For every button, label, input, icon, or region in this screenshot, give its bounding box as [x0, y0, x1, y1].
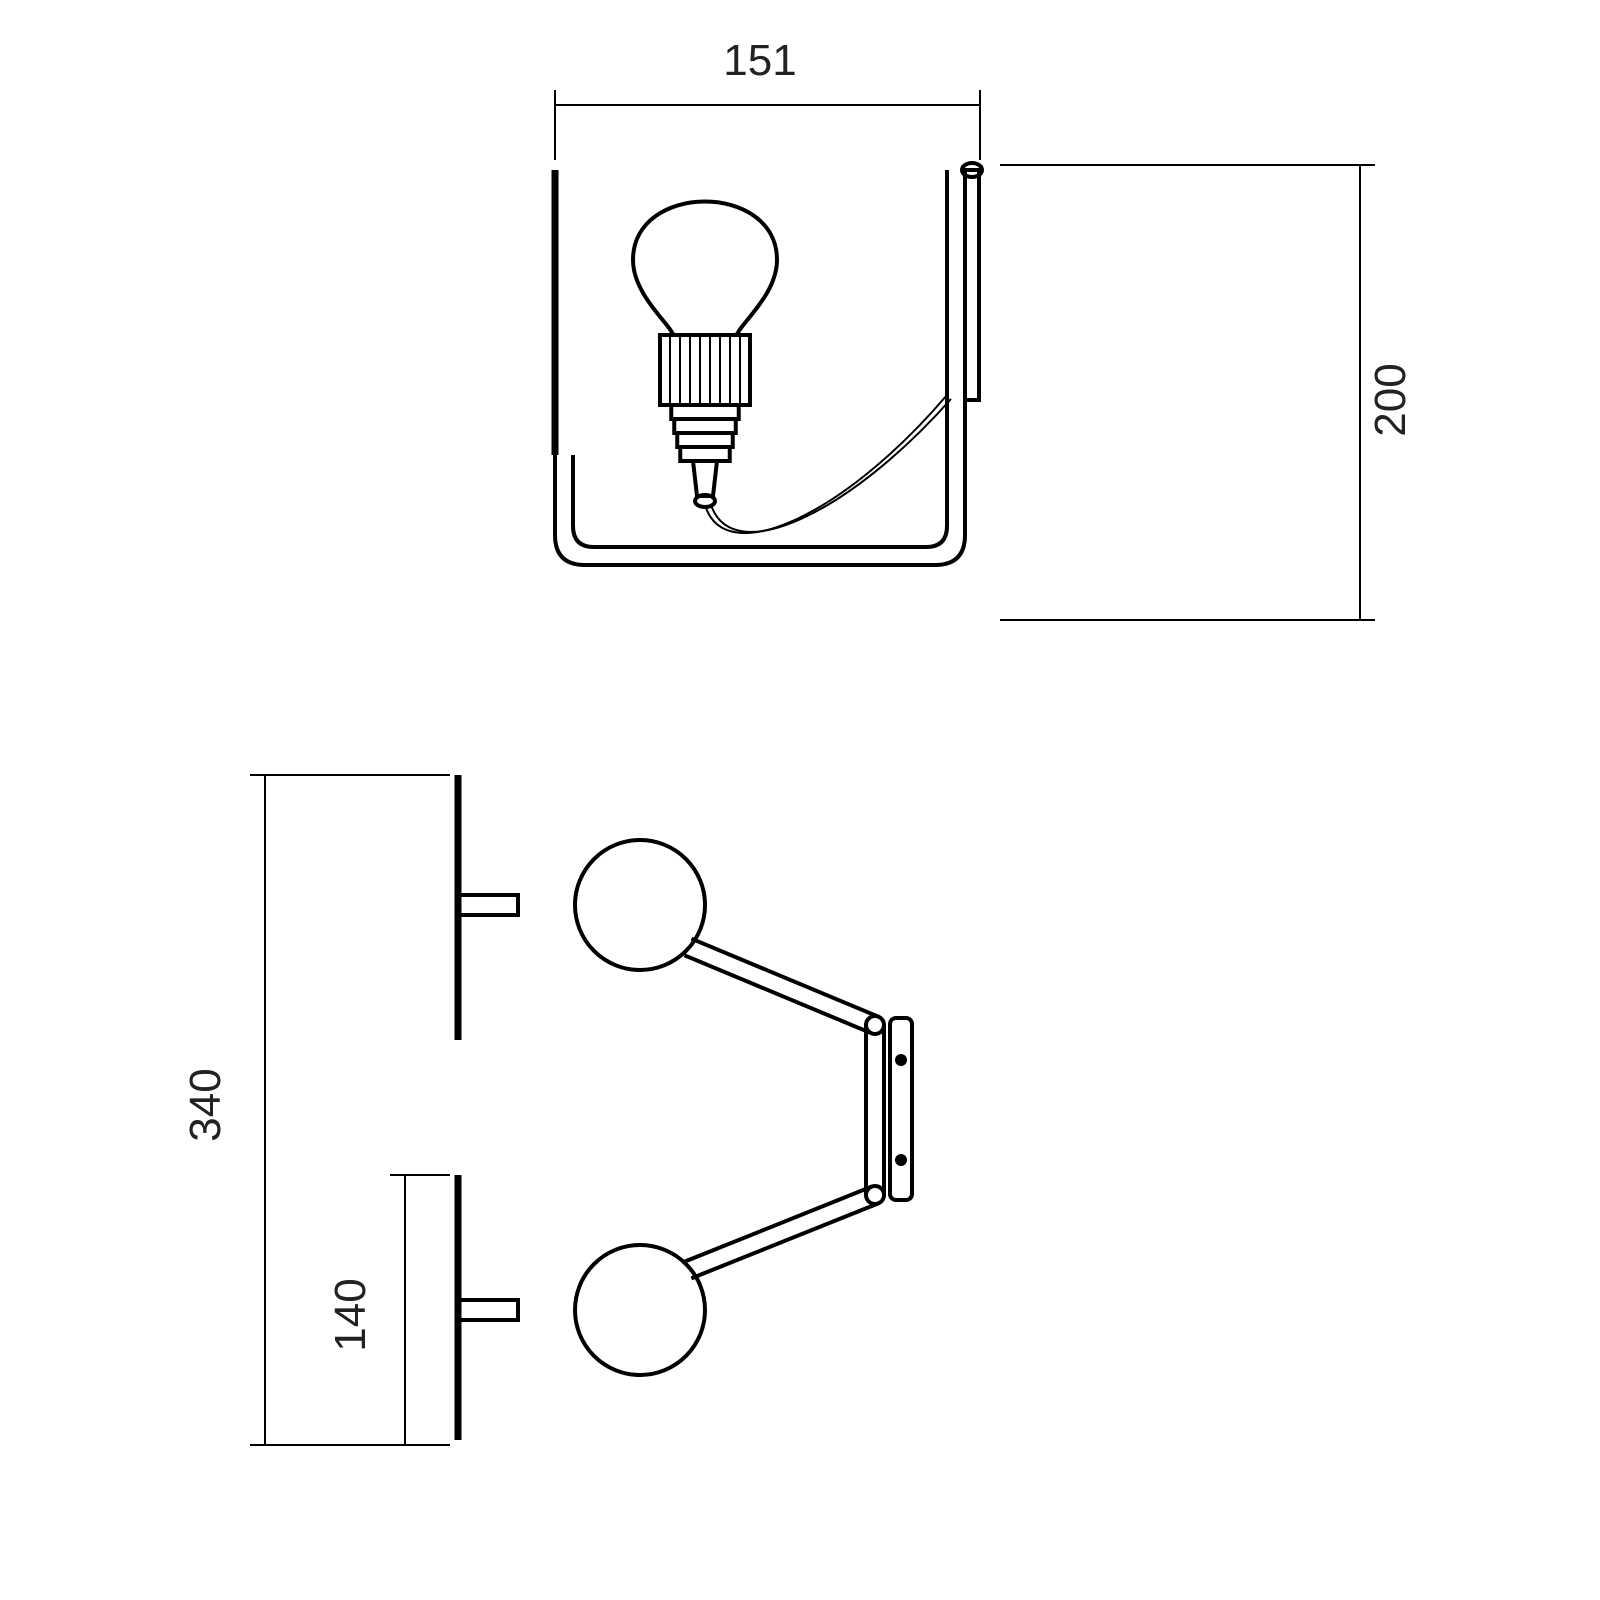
light-bulb: [633, 202, 777, 336]
support-arm: [685, 939, 884, 1279]
bulb-top-1: [575, 840, 705, 970]
dimension-label-140: 140: [326, 1278, 375, 1351]
socket-tail: [693, 461, 717, 496]
dimension-label-151: 151: [723, 36, 796, 85]
socket-collar: [671, 405, 739, 461]
side-elevation-view: [555, 163, 982, 565]
technical-drawing: 151 200 340 140: [0, 0, 1600, 1600]
lamp-socket: [660, 335, 750, 405]
dimension-height-140: 140: [326, 1175, 450, 1445]
dimension-width-151: 151: [555, 36, 980, 160]
bulb-top-2: [575, 1245, 705, 1375]
dimension-height-340: 340: [181, 775, 450, 1445]
power-cord: [705, 395, 947, 533]
mount-screw-2: [895, 1154, 907, 1166]
shade-connector-1: [458, 895, 518, 915]
dimension-label-340: 340: [181, 1068, 230, 1141]
dimension-label-200: 200: [1366, 363, 1415, 436]
wall-mount-plate: [965, 170, 979, 400]
mount-screw-1: [895, 1054, 907, 1066]
top-plan-view: [458, 775, 912, 1440]
dimension-height-200: 200: [1000, 165, 1415, 620]
frame-tube-outer: [555, 170, 965, 565]
shade-connector-2: [458, 1300, 518, 1320]
frame-tube-inner: [573, 170, 947, 547]
wall-mount-plate-top: [890, 1018, 912, 1200]
